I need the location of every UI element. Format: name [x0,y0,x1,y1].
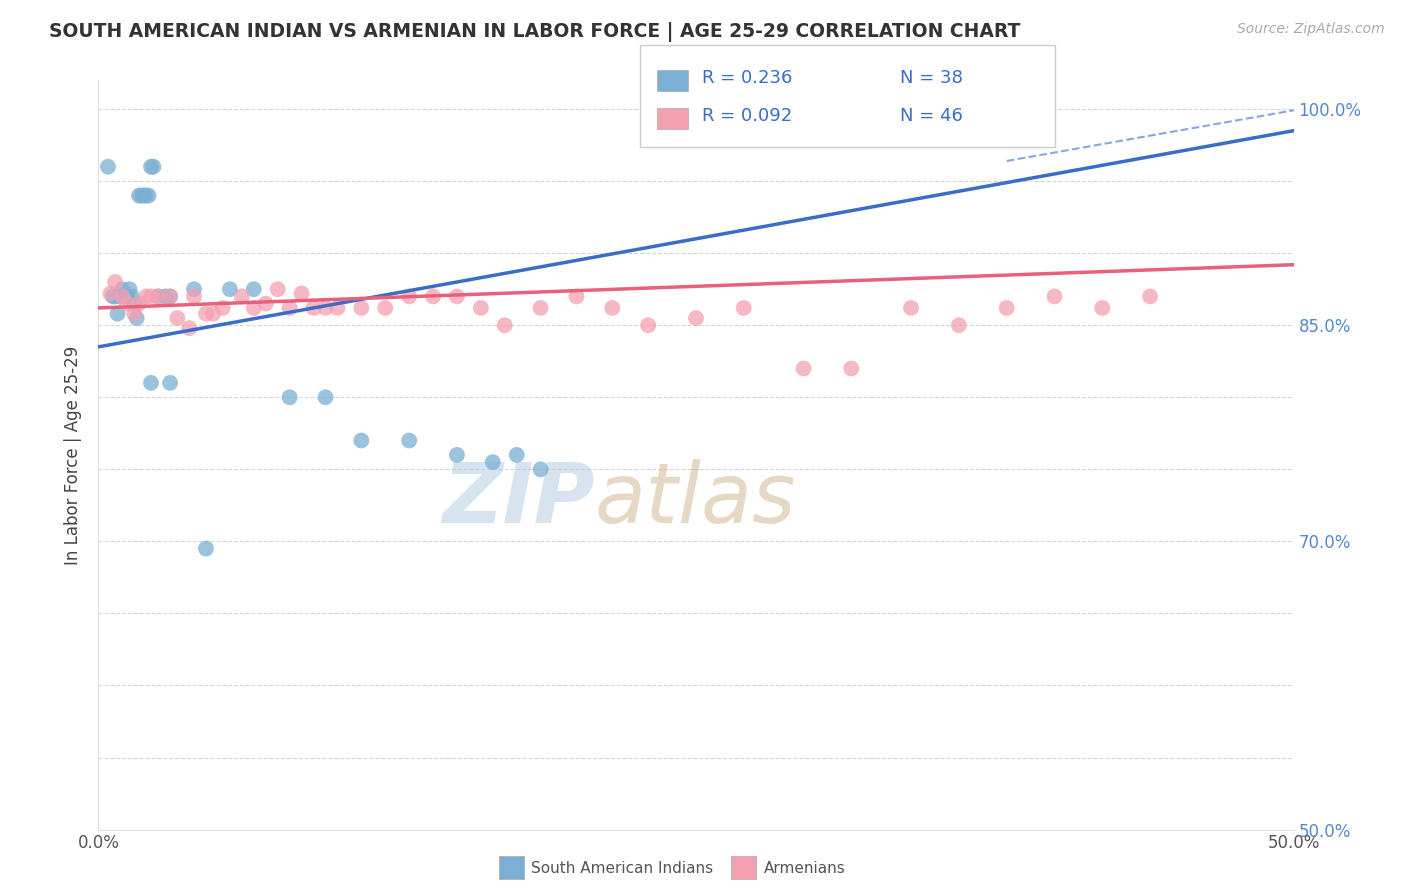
Text: N = 46: N = 46 [900,107,963,125]
Point [179,321,201,335]
Point [900,301,922,315]
Point [142,160,165,174]
Point [135,188,157,202]
Point [602,301,624,315]
Point [995,301,1018,315]
Point [166,311,188,326]
Point [111,282,134,296]
Point [1091,301,1114,315]
Point [183,282,205,296]
Point [254,296,277,310]
Point [446,289,468,303]
Point [374,301,396,315]
Point [138,188,160,202]
Point [124,296,146,310]
Point [97,160,120,174]
Point [326,301,349,315]
Point [159,289,181,303]
Point [104,275,127,289]
Point [481,455,505,469]
Point [195,541,218,556]
Point [104,289,127,303]
Point [202,307,225,321]
Point [506,448,529,462]
Point [422,289,444,303]
Point [841,361,863,376]
Point [685,311,707,326]
Point [132,188,155,202]
Point [125,311,148,326]
Point [139,160,162,174]
Point [315,301,337,315]
Text: atlas: atlas [595,459,796,541]
Point [278,390,301,404]
Point [148,289,170,303]
Point [291,286,314,301]
Point [195,307,218,321]
Point [267,282,290,296]
Point [159,289,181,303]
Point [128,188,150,202]
Point [231,289,253,303]
Text: R = 0.092: R = 0.092 [702,107,792,125]
Point [131,188,153,202]
Point [183,289,205,303]
Point [302,301,325,315]
Point [243,301,266,315]
Text: N = 38: N = 38 [900,69,963,87]
Point [155,289,177,303]
Y-axis label: In Labor Force | Age 25-29: In Labor Force | Age 25-29 [65,345,83,565]
Point [231,837,253,851]
Point [350,301,373,315]
Point [118,282,141,296]
Point [494,318,516,333]
Point [793,361,815,376]
Point [315,390,337,404]
Point [398,289,420,303]
Text: ZIP: ZIP [441,459,595,541]
Point [101,289,124,303]
Point [1043,289,1066,303]
Point [398,434,420,448]
Point [1139,289,1161,303]
Point [148,289,170,303]
Point [278,301,301,315]
Point [139,289,162,303]
Point [108,289,131,303]
Point [446,448,468,462]
Point [115,296,138,310]
Text: R = 0.236: R = 0.236 [702,69,792,87]
Point [637,318,659,333]
Text: Armenians: Armenians [763,862,845,876]
Point [98,286,122,301]
Point [121,289,143,303]
Point [530,301,553,315]
Point [350,434,373,448]
Text: SOUTH AMERICAN INDIAN VS ARMENIAN IN LABOR FORCE | AGE 25-29 CORRELATION CHART: SOUTH AMERICAN INDIAN VS ARMENIAN IN LAB… [49,22,1021,42]
Point [530,462,553,476]
Text: Source: ZipAtlas.com: Source: ZipAtlas.com [1237,22,1385,37]
Point [211,301,233,315]
Point [115,289,138,303]
Point [128,296,150,310]
Point [565,289,588,303]
Point [470,301,492,315]
Point [243,282,266,296]
Point [135,289,157,303]
Point [114,289,136,303]
Point [139,376,162,390]
Point [111,289,134,303]
Point [948,318,970,333]
Point [159,376,181,390]
Point [107,307,129,321]
Text: South American Indians: South American Indians [531,862,714,876]
Point [124,307,146,321]
Point [733,301,755,315]
Point [219,282,242,296]
Point [111,289,134,303]
